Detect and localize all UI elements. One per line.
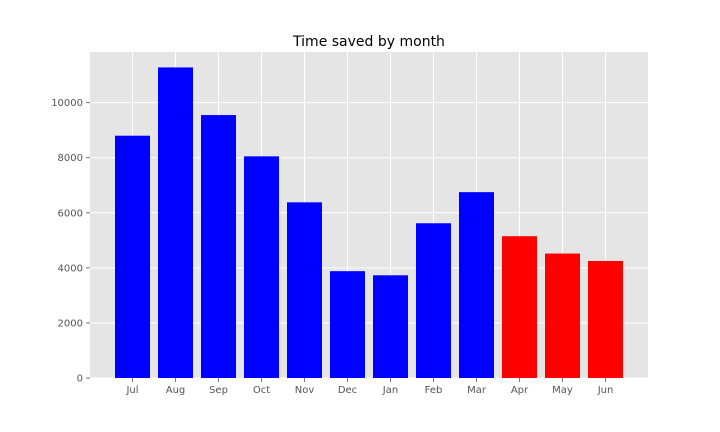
y-tick-label: 4000 [58,263,83,274]
y-axis-ticks: 0 2000 4000 6000 8000 10000 [51,98,90,385]
x-tick-label-may: May [552,385,573,396]
bar-nov [287,202,322,378]
x-tick-label-mar: Mar [467,385,487,396]
y-tick-label: 0 [77,374,83,385]
x-tick-label-aug: Aug [166,385,186,396]
y-tick-label: 8000 [58,153,83,164]
bar-dec [330,271,365,378]
bar-apr [502,236,537,378]
bar-mar [459,192,494,378]
x-tick-label-apr: Apr [511,385,529,396]
bar-jan [373,275,408,378]
x-tick-label-dec: Dec [338,385,357,396]
bar-may [545,253,580,378]
x-tick-label-jan: Jan [382,385,398,396]
bar-sep [201,115,236,378]
x-axis-ticks: Jul Aug Sep Oct Nov Dec Jan Feb Mar Apr May Jun [125,378,613,396]
x-tick-label-jun: Jun [597,385,614,396]
x-tick-label-jul: Jul [125,385,138,396]
y-tick-label: 10000 [51,98,83,109]
bar-jun [588,260,623,378]
bar-feb [416,223,451,378]
bar-aug [158,67,193,379]
bars [115,67,623,379]
x-tick-label-sep: Sep [209,385,228,396]
x-tick-label-nov: Nov [295,385,315,396]
x-tick-label-oct: Oct [253,385,270,396]
y-tick-label: 6000 [58,208,83,219]
bar-jul [115,135,150,378]
x-tick-label-feb: Feb [425,385,443,396]
chart-title: Time saved by month [292,34,445,50]
bar-oct [244,156,279,378]
y-tick-label: 2000 [58,318,83,329]
